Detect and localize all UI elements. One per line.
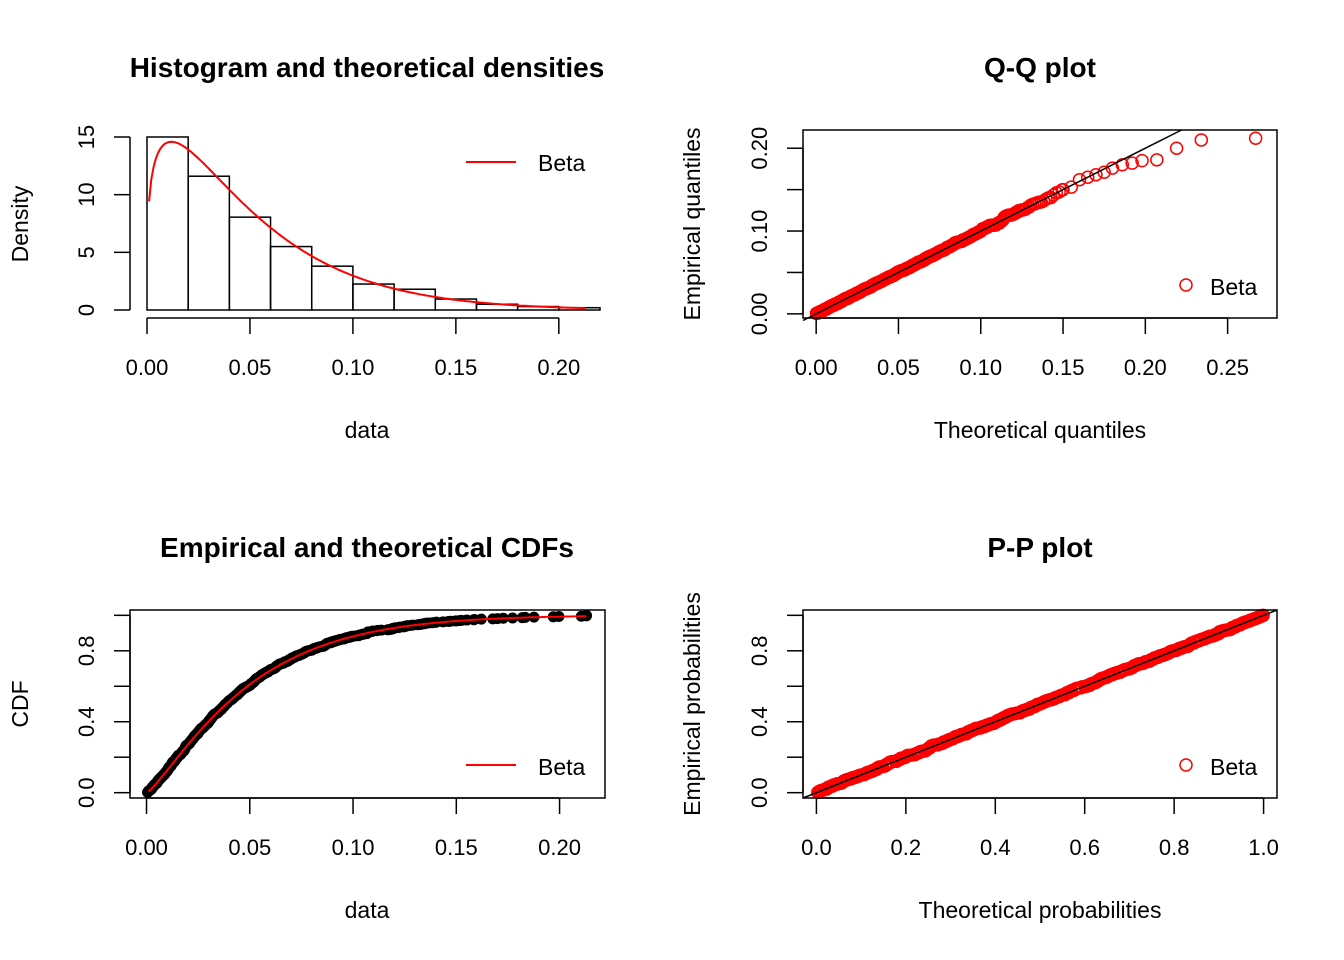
pp-xlabel: Theoretical probabilities	[919, 897, 1162, 923]
y-tick-label: 0.0	[74, 777, 99, 808]
histogram-title: Histogram and theoretical densities	[130, 52, 605, 83]
x-tick-label: 0.00	[126, 355, 169, 380]
y-tick-label: 0.20	[747, 127, 772, 170]
pp-title: P-P plot	[987, 532, 1092, 563]
x-tick-label: 0.8	[1159, 835, 1190, 860]
x-tick-label: 0.2	[891, 835, 922, 860]
qq-point	[1115, 158, 1130, 172]
x-tick-label: 0.10	[959, 355, 1002, 380]
y-tick-label: 10	[74, 182, 99, 206]
x-tick-label: 0.4	[980, 835, 1011, 860]
qq-point	[1064, 180, 1079, 194]
qq-point	[1150, 153, 1164, 167]
empirical-cdf-point	[580, 609, 592, 621]
legend-label: Beta	[1210, 754, 1258, 780]
qq-point	[1080, 170, 1095, 184]
x-tick-label: 0.05	[229, 355, 272, 380]
qq-point	[1135, 153, 1149, 168]
x-tick-label: 0.25	[1206, 355, 1249, 380]
y-tick-label: 5	[74, 246, 99, 258]
y-tick-label: 15	[74, 125, 99, 149]
x-tick-label: 0.10	[332, 835, 375, 860]
qq-xlabel: Theoretical quantiles	[934, 417, 1146, 443]
y-tick-label: 0.4	[74, 706, 99, 737]
legend-label: Beta	[538, 150, 586, 176]
pp-plot-panel: P-P plot Theoretical probabilities Empir…	[679, 532, 1279, 923]
y-tick-label: 0	[74, 304, 99, 316]
y-tick-label: 0.8	[747, 635, 772, 666]
histogram-bar	[187, 175, 231, 311]
qq-ylabel: Empirical quantiles	[679, 127, 705, 320]
qq-point	[1248, 131, 1263, 146]
histogram-bar	[146, 136, 189, 311]
legend-label: Beta	[1210, 274, 1258, 300]
qq-point	[1072, 172, 1087, 187]
y-tick-label: 0.10	[747, 210, 772, 253]
x-tick-label: 0.00	[125, 835, 168, 860]
x-tick-label: 0.15	[435, 835, 478, 860]
y-tick-label: 0.00	[747, 292, 772, 335]
qq-point	[1125, 156, 1139, 170]
y-tick-label: 0.4	[747, 706, 772, 737]
x-tick-label: 0.10	[331, 355, 374, 380]
qq-point	[1194, 133, 1209, 147]
histogram-panel: Histogram and theoretical densities data…	[7, 52, 604, 443]
x-tick-label: 1.0	[1248, 835, 1279, 860]
histogram-xlabel: data	[345, 417, 390, 443]
histogram-bar	[228, 216, 272, 311]
x-tick-label: 0.15	[1042, 355, 1085, 380]
qq-point	[1056, 182, 1070, 197]
cdf-xlabel: data	[345, 897, 390, 923]
cdf-panel: Empirical and theoretical CDFs data CDF …	[7, 532, 606, 923]
x-tick-label: 0.20	[1124, 355, 1167, 380]
x-tick-label: 0.05	[228, 835, 271, 860]
cdf-title: Empirical and theoretical CDFs	[160, 532, 574, 563]
x-tick-label: 0.15	[434, 355, 477, 380]
x-tick-label: 0.05	[877, 355, 920, 380]
histogram-ylabel: Density	[7, 185, 33, 262]
legend-label: Beta	[538, 754, 586, 780]
beta-cdf-curve	[147, 615, 587, 793]
legend-circle-icon	[1179, 758, 1193, 772]
qq-title: Q-Q plot	[984, 52, 1096, 83]
beta-density-curve	[148, 140, 586, 310]
x-tick-label: 0.20	[537, 355, 580, 380]
histogram-bar	[269, 245, 313, 311]
qq-reference-line	[802, 129, 1182, 322]
x-tick-label: 0.00	[795, 355, 838, 380]
qq-point	[1089, 167, 1103, 182]
legend-circle-icon	[1179, 278, 1193, 292]
x-tick-label: 0.6	[1069, 835, 1100, 860]
qq-point	[1169, 141, 1184, 155]
y-tick-label: 0.8	[74, 635, 99, 666]
x-tick-label: 0.0	[801, 835, 832, 860]
pp-ylabel: Empirical probabilities	[679, 592, 705, 816]
pp-reference-line	[802, 609, 1278, 799]
x-tick-label: 0.20	[538, 835, 581, 860]
y-tick-label: 0.0	[747, 777, 772, 808]
qq-plot-panel: Q-Q plot Theoretical quantiles Empirical…	[679, 52, 1278, 443]
cdf-ylabel: CDF	[7, 680, 33, 727]
